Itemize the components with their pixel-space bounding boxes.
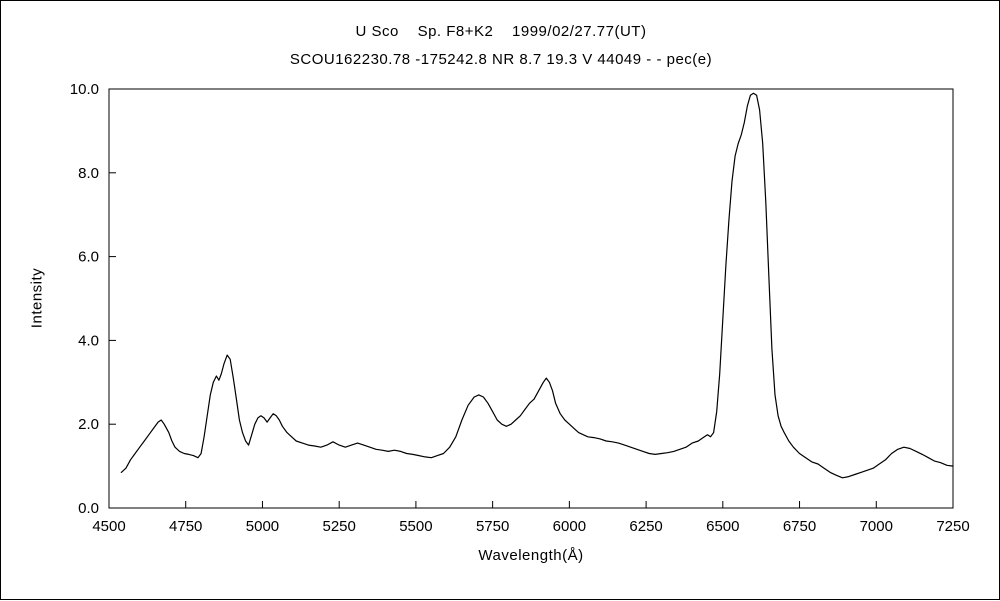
x-tick-label: 5250 <box>322 518 355 535</box>
spectrum-line <box>120 92 954 479</box>
chart-title-line1: U Sco Sp. F8+K2 1999/02/27.77(UT) <box>355 23 647 40</box>
y-tick-label: 2.0 <box>78 416 99 433</box>
x-tick-label: 6000 <box>553 518 586 535</box>
x-tick-label: 4750 <box>169 518 202 535</box>
x-tick-label: 7250 <box>936 518 969 535</box>
y-tick-label: 4.0 <box>78 332 99 349</box>
chart-title-line2: SCOU162230.78 -175242.8 NR 8.7 19.3 V 44… <box>289 51 713 68</box>
y-tick-label: 0.0 <box>78 500 99 517</box>
plot-border <box>108 88 954 509</box>
x-tick-label: 4500 <box>92 518 125 535</box>
y-tick-label: 6.0 <box>78 249 99 266</box>
x-tick-label: 7000 <box>860 518 893 535</box>
x-tick-label: 5750 <box>476 518 509 535</box>
x-tick-label: 6750 <box>783 518 816 535</box>
x-tick-label: 6250 <box>629 518 662 535</box>
x-axis-label: Wavelength(Å) <box>478 547 584 564</box>
y-tick-label: 8.0 <box>78 165 99 182</box>
y-tick-label: 10.0 <box>70 81 99 98</box>
x-tick-label: 6500 <box>706 518 739 535</box>
x-tick-label: 5000 <box>246 518 279 535</box>
x-tick-label: 5500 <box>399 518 432 535</box>
